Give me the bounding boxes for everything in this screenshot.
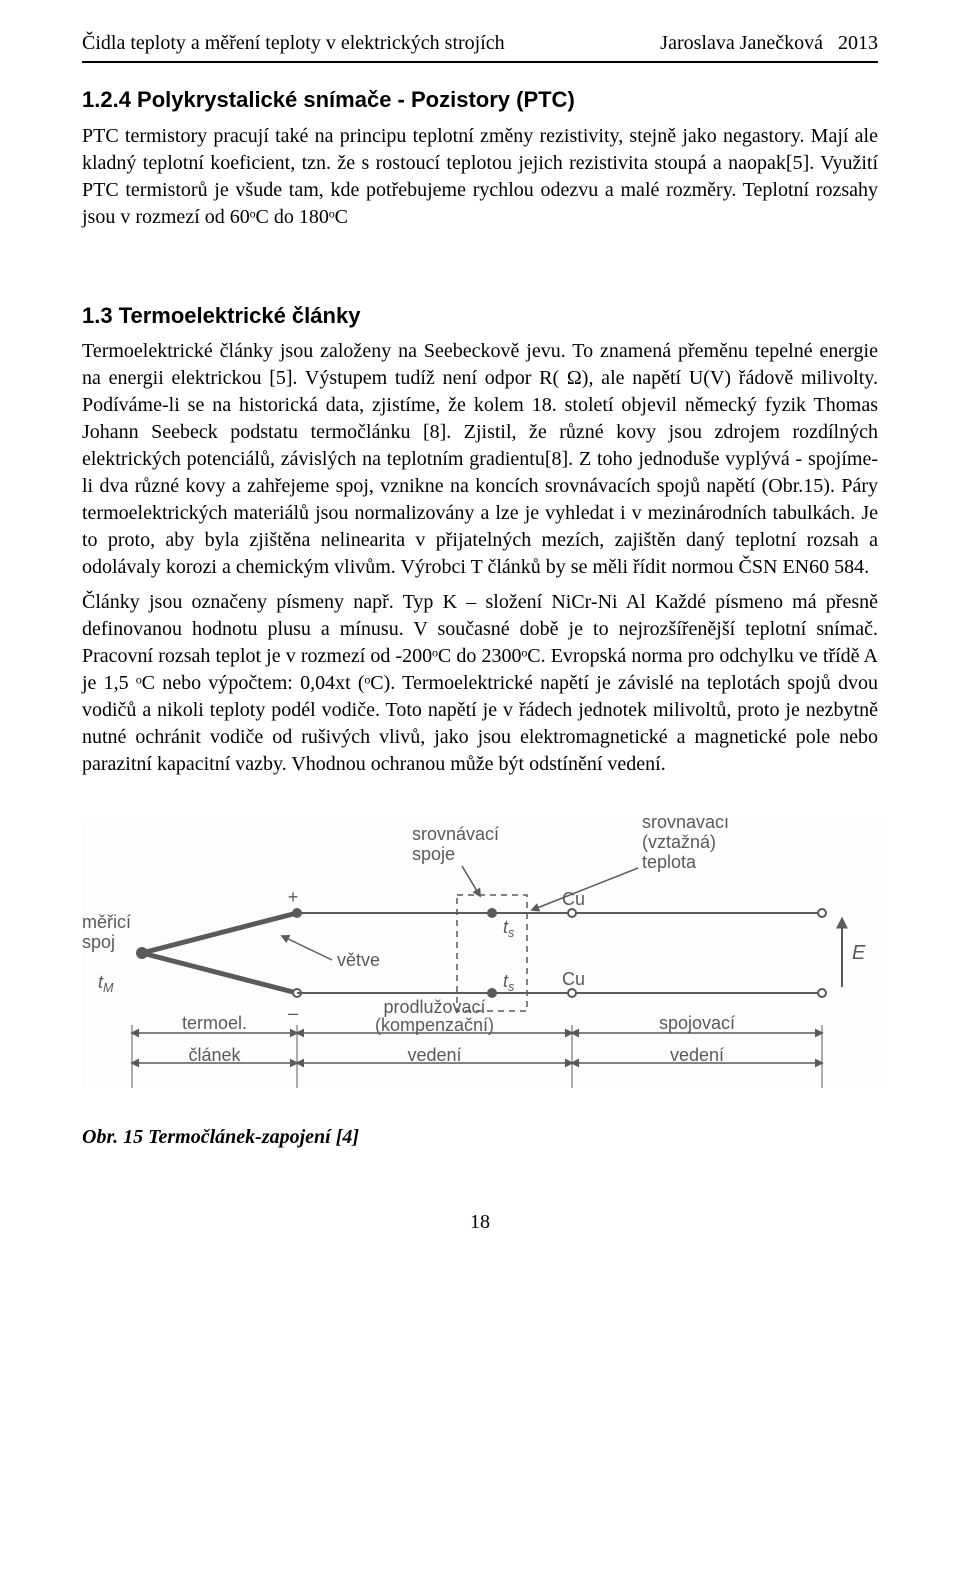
para-1-2-4: PTC termistory pracují také na principu … <box>82 123 878 231</box>
svg-text:Cu: Cu <box>562 889 585 909</box>
page-number: 18 <box>82 1209 878 1236</box>
header-rule <box>82 61 878 63</box>
thermocouple-diagram: tstsCuCu+–větveměřicíspojtMsrovnávacíspo… <box>82 818 882 1088</box>
header-author: Jaroslava Janečková <box>660 32 823 54</box>
heading-1-3: 1.3 Termoelektrické články <box>82 301 878 331</box>
header-left: Čidla teploty a měření teploty v elektri… <box>82 30 505 57</box>
header-right: Jaroslava Janečková 2013 <box>660 30 878 57</box>
svg-text:vedení: vedení <box>407 1045 461 1065</box>
svg-text:–: – <box>288 1003 298 1023</box>
para-1-3-a: Termoelektrické články jsou založeny na … <box>82 338 878 581</box>
svg-text:E: E <box>852 942 866 964</box>
figure-15-caption: Obr. 15 Termočlánek-zapojení [4] <box>82 1124 878 1151</box>
header-year: 2013 <box>838 32 878 54</box>
svg-text:+: + <box>288 887 299 907</box>
para-1-3-b: Články jsou označeny písmeny např. Typ K… <box>82 589 878 778</box>
figure-15: tstsCuCu+–větveměřicíspojtMsrovnávacíspo… <box>82 818 878 1096</box>
page: Čidla teploty a měření teploty v elektri… <box>0 0 960 1276</box>
running-header: Čidla teploty a měření teploty v elektri… <box>82 30 878 57</box>
svg-text:Cu: Cu <box>562 969 585 989</box>
svg-text:vedení: vedení <box>670 1045 724 1065</box>
svg-text:termoel.: termoel. <box>182 1013 247 1033</box>
svg-text:článek: článek <box>188 1045 241 1065</box>
svg-text:spojovací: spojovací <box>659 1013 735 1033</box>
svg-text:větve: větve <box>337 950 380 970</box>
svg-text:prodlužovací(kompenzační): prodlužovací(kompenzační) <box>375 997 494 1035</box>
heading-1-2-4: 1.2.4 Polykrystalické snímače - Pozistor… <box>82 85 878 115</box>
